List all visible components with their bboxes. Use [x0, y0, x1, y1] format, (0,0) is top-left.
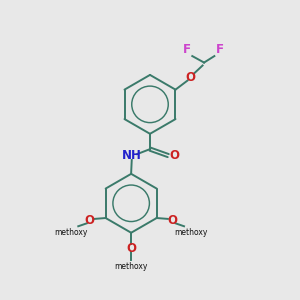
Text: O: O	[168, 214, 178, 227]
Text: methoxy: methoxy	[175, 228, 208, 237]
Text: F: F	[182, 43, 190, 56]
Text: O: O	[169, 149, 179, 162]
Text: methoxy: methoxy	[115, 262, 148, 272]
Text: F: F	[216, 43, 224, 56]
Text: NH: NH	[122, 149, 142, 162]
Text: methoxy: methoxy	[54, 228, 88, 237]
Text: O: O	[126, 242, 136, 254]
Text: O: O	[186, 71, 196, 84]
Text: O: O	[85, 214, 95, 227]
